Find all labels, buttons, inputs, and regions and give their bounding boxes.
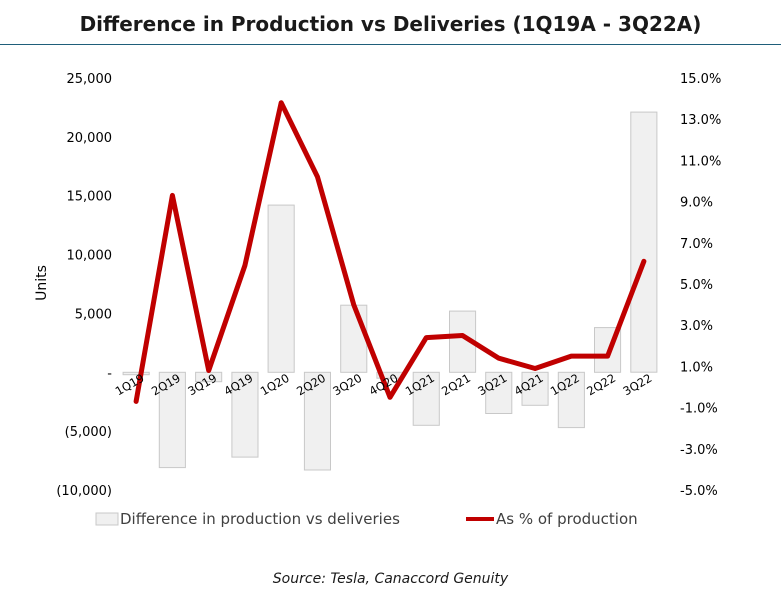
- legend-line-label: As % of production: [496, 510, 638, 528]
- right-tick-label: 1.0%: [680, 360, 713, 375]
- left-tick-label: 5,000: [75, 307, 112, 322]
- left-tick-label: 20,000: [67, 131, 113, 146]
- x-tick-label: 3Q20: [330, 371, 364, 399]
- x-tick-label: 1Q20: [258, 371, 292, 399]
- source-note: Source: Tesla, Canaccord Genuity: [272, 571, 509, 587]
- title-divider: [0, 44, 781, 45]
- legend: Difference in production vs deliveries As…: [95, 510, 638, 528]
- left-tick-label: (10,000): [56, 484, 112, 499]
- right-tick-label: -1.0%: [680, 402, 718, 417]
- bar-2Q19: [158, 371, 186, 469]
- right-tick-label: 9.0%: [680, 196, 713, 211]
- left-tick-label: 10,000: [67, 249, 113, 264]
- bar-3Q21: [485, 371, 513, 414]
- bar-1Q22: [557, 371, 585, 429]
- bar-3Q20: [340, 304, 368, 373]
- bar-series: [122, 111, 658, 471]
- left-axis-ticks: 25,000 20,000 15,000 10,000 5,000 - (5,000) (10…: [56, 72, 112, 499]
- bar-2Q20: [303, 371, 331, 471]
- right-tick-label: -3.0%: [680, 443, 718, 458]
- right-tick-label: 13.0%: [680, 113, 721, 128]
- right-axis-ticks: 15.0% 13.0% 11.0% 9.0% 7.0% 5.0% 3.0% 1.0% -1.0%…: [680, 72, 721, 499]
- x-tick-label: 3Q22: [621, 371, 655, 399]
- chart-title: Difference in Production vs Deliveries (…: [79, 12, 702, 36]
- bar-4Q19: [231, 371, 259, 458]
- pct-of-production-line: [133, 100, 647, 404]
- bar-3Q22: [630, 111, 658, 373]
- bar-1Q19: [122, 371, 150, 376]
- right-tick-label: -5.0%: [680, 484, 718, 499]
- left-tick-label: 25,000: [67, 72, 113, 87]
- x-tick-label: 2Q21: [439, 371, 473, 399]
- right-tick-label: 7.0%: [680, 237, 713, 252]
- right-tick-label: 5.0%: [680, 278, 713, 293]
- right-tick-label: 11.0%: [680, 154, 721, 169]
- legend-bar-swatch: [95, 512, 119, 526]
- legend-bar-label: Difference in production vs deliveries: [120, 510, 400, 528]
- bar-1Q21: [412, 371, 440, 426]
- right-tick-label: 15.0%: [680, 72, 721, 87]
- bar-1Q20: [267, 204, 295, 373]
- left-tick-label: (5,000): [65, 425, 112, 440]
- left-tick-label: -: [107, 366, 112, 381]
- left-tick-label: 15,000: [67, 190, 113, 205]
- x-tick-label: 2Q22: [584, 371, 618, 399]
- bar-4Q21: [521, 371, 549, 406]
- line-series: [133, 100, 647, 404]
- y-axis-label: Units: [34, 265, 50, 301]
- right-tick-label: 3.0%: [680, 319, 713, 334]
- combo-chart: 25,000 20,000 15,000 10,000 5,000 - (5,000) (10…: [34, 72, 721, 528]
